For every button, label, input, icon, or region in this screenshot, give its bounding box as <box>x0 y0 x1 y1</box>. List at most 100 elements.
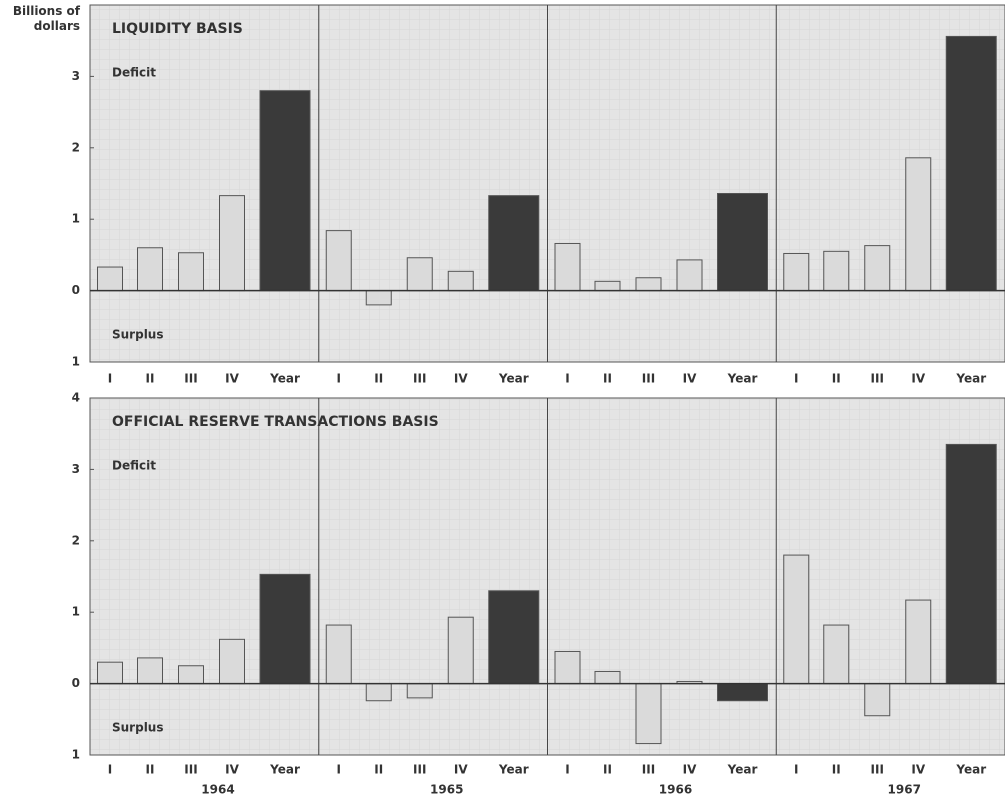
bar <box>783 554 810 685</box>
y-tick-label: 1 <box>72 355 80 369</box>
bar <box>97 661 123 685</box>
x-tick-label: I <box>794 372 798 386</box>
bar <box>365 683 392 702</box>
y-tick-label: 3 <box>72 69 80 83</box>
x-tick-label: I <box>108 763 112 777</box>
group-label: 1966 <box>659 783 692 797</box>
bar <box>325 624 352 685</box>
bar <box>178 665 204 685</box>
bar <box>717 192 768 292</box>
y-tick-label: 1 <box>72 605 80 619</box>
x-tick-label: II <box>832 763 841 777</box>
bar <box>219 195 245 292</box>
bar <box>554 242 581 292</box>
x-tick-label: Year <box>269 763 300 777</box>
x-tick-label: IV <box>683 763 697 777</box>
x-tick-label: Year <box>727 372 758 386</box>
x-tick-label: I <box>565 372 569 386</box>
bar <box>717 683 768 702</box>
x-tick-label: IV <box>225 372 239 386</box>
x-tick-label: Year <box>498 763 529 777</box>
y-tick-label: 0 <box>72 676 80 690</box>
x-tick-label: Year <box>498 372 529 386</box>
x-tick-label: II <box>146 763 155 777</box>
group-label: 1965 <box>430 783 463 797</box>
bar <box>554 650 581 685</box>
bar <box>864 245 891 292</box>
bar <box>594 670 621 685</box>
bar <box>905 157 932 292</box>
x-tick-label: IV <box>683 372 697 386</box>
bar <box>864 683 891 717</box>
bar <box>447 616 474 685</box>
bar <box>137 247 163 292</box>
group-label: 1964 <box>201 783 234 797</box>
bar <box>823 250 850 292</box>
x-tick-label: Year <box>955 763 986 777</box>
y-tick-label: 4 <box>72 391 80 405</box>
bar <box>635 277 662 292</box>
bar <box>783 252 810 292</box>
bar <box>259 90 311 292</box>
bar <box>406 257 433 292</box>
x-tick-label: II <box>832 372 841 386</box>
x-tick-label: IV <box>911 372 925 386</box>
x-tick-label: II <box>374 763 383 777</box>
y-tick-label: 2 <box>72 140 80 154</box>
x-tick-label: Year <box>955 372 986 386</box>
bar <box>447 270 474 292</box>
bar <box>406 683 433 699</box>
y-tick-label: 1 <box>72 212 80 226</box>
bar <box>325 230 352 292</box>
bar <box>259 573 311 685</box>
x-tick-label: III <box>642 372 655 386</box>
annotation: Deficit <box>112 459 156 473</box>
x-tick-label: I <box>565 763 569 777</box>
group-label: 1967 <box>888 783 921 797</box>
x-tick-label: I <box>337 763 341 777</box>
x-tick-label: Year <box>269 372 300 386</box>
y-axis-label: Billions of dollars <box>12 4 80 33</box>
x-tick-label: III <box>184 372 197 386</box>
x-tick-label: III <box>184 763 197 777</box>
bar <box>365 290 392 306</box>
bar <box>945 443 997 685</box>
y-tick-label: 1 <box>72 748 80 762</box>
y-tick-label: 3 <box>72 462 80 476</box>
x-tick-label: III <box>871 763 884 777</box>
x-tick-label: IV <box>454 763 468 777</box>
bar <box>219 638 245 685</box>
x-tick-label: I <box>108 372 112 386</box>
x-tick-label: Year <box>727 763 758 777</box>
x-tick-label: II <box>603 763 612 777</box>
x-tick-label: II <box>374 372 383 386</box>
x-tick-label: I <box>794 763 798 777</box>
bar <box>178 252 204 292</box>
bar <box>945 35 997 292</box>
bar <box>823 624 850 685</box>
y-tick-label: 0 <box>72 283 80 297</box>
y-tick-label: 2 <box>72 533 80 547</box>
x-tick-label: II <box>146 372 155 386</box>
bar <box>97 266 123 292</box>
x-tick-label: III <box>871 372 884 386</box>
panel-title: OFFICIAL RESERVE TRANSACTIONS BASIS <box>112 414 439 430</box>
bar <box>676 259 703 292</box>
bar <box>905 599 932 685</box>
bar <box>635 683 662 745</box>
bar <box>488 590 540 685</box>
annotation: Surplus <box>112 328 164 342</box>
x-tick-label: II <box>603 372 612 386</box>
x-tick-label: IV <box>454 372 468 386</box>
x-tick-label: I <box>337 372 341 386</box>
x-tick-label: III <box>413 763 426 777</box>
panel-title: LIQUIDITY BASIS <box>112 21 243 37</box>
bar <box>488 195 540 292</box>
x-tick-label: IV <box>225 763 239 777</box>
annotation: Surplus <box>112 721 164 735</box>
x-tick-label: III <box>413 372 426 386</box>
x-tick-label: IV <box>911 763 925 777</box>
bar <box>594 280 621 292</box>
